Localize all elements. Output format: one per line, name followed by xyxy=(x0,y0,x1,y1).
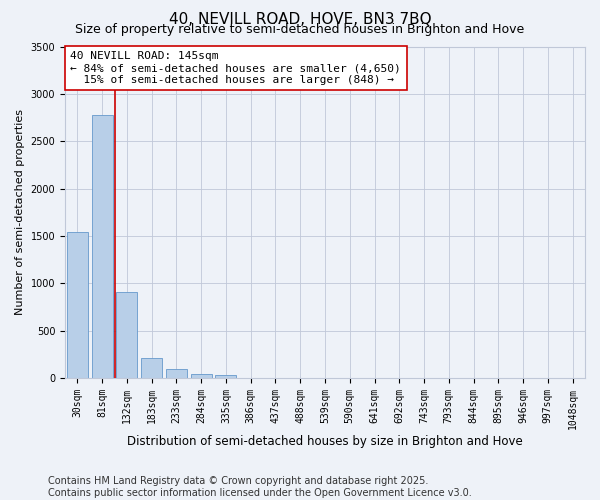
Text: Contains HM Land Registry data © Crown copyright and database right 2025.
Contai: Contains HM Land Registry data © Crown c… xyxy=(48,476,472,498)
Bar xyxy=(67,232,88,378)
Bar xyxy=(166,369,187,378)
Y-axis label: Number of semi-detached properties: Number of semi-detached properties xyxy=(15,110,25,316)
Text: Size of property relative to semi-detached houses in Brighton and Hove: Size of property relative to semi-detach… xyxy=(76,22,524,36)
Bar xyxy=(116,292,137,378)
X-axis label: Distribution of semi-detached houses by size in Brighton and Hove: Distribution of semi-detached houses by … xyxy=(127,434,523,448)
Text: 40, NEVILL ROAD, HOVE, BN3 7BQ: 40, NEVILL ROAD, HOVE, BN3 7BQ xyxy=(169,12,431,28)
Bar xyxy=(92,114,113,378)
Bar xyxy=(215,376,236,378)
Bar xyxy=(191,374,212,378)
Bar xyxy=(141,358,162,378)
Text: 40 NEVILL ROAD: 145sqm
← 84% of semi-detached houses are smaller (4,650)
  15% o: 40 NEVILL ROAD: 145sqm ← 84% of semi-det… xyxy=(70,52,401,84)
